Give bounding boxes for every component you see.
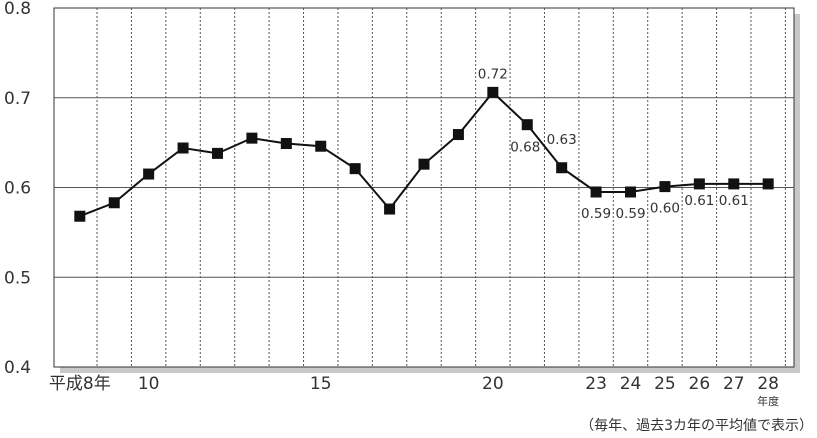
x-axis-unit-label: 年度 (757, 394, 779, 408)
y-tick-label: 0.7 (4, 89, 31, 109)
data-label: 0.61 (719, 193, 749, 209)
horizontal-grid (54, 97, 794, 278)
data-point (590, 186, 602, 198)
data-point (693, 178, 705, 190)
data-point (659, 181, 671, 193)
x-axis-ticks: 平成8年 10 15 20 23 24 25 26 27 28 (49, 374, 779, 394)
data-label: 0.59 (581, 206, 611, 222)
y-tick-label: 0.8 (4, 0, 31, 19)
y-axis-ticks: 0.4 0.5 0.6 0.7 0.8 (4, 0, 31, 378)
x-tick-label: 23 (585, 374, 607, 394)
data-point (280, 138, 292, 150)
data-point (762, 178, 774, 190)
y-tick-label: 0.6 (4, 179, 31, 199)
x-tick-label: 28 (757, 374, 779, 394)
data-point (556, 162, 568, 174)
data-point (108, 197, 120, 209)
y-tick-label: 0.4 (4, 358, 31, 378)
data-label: 0.59 (615, 206, 645, 222)
data-point (521, 119, 533, 131)
data-label: 0.68 (510, 140, 540, 156)
y-tick-label: 0.5 (4, 268, 31, 288)
data-labels: 0.720.68 0.630.59 0.59 0.60 0.61 0.61 (478, 66, 749, 222)
series-markers (74, 86, 774, 222)
data-point (384, 203, 396, 215)
data-point (211, 147, 223, 159)
x-tick-label: 27 (723, 374, 745, 394)
data-point (728, 178, 740, 190)
data-point (246, 132, 258, 144)
data-point (349, 163, 361, 175)
data-point (625, 186, 637, 198)
footnote: （毎年、過去3カ年の平均値で表示） (580, 418, 813, 434)
data-label: 0.60 (650, 201, 680, 217)
data-label: 0.72 (478, 66, 508, 82)
data-point (487, 86, 499, 98)
x-tick-label: 20 (482, 374, 504, 394)
x-tick-label: 24 (620, 374, 642, 394)
x-tick-label: 15 (310, 374, 332, 394)
data-point (143, 168, 155, 180)
x-tick-label: 平成8年 (49, 374, 111, 394)
data-point (418, 158, 430, 170)
x-tick-label: 26 (689, 374, 711, 394)
data-label: 0.63 (547, 132, 577, 148)
x-tick-label: 10 (138, 374, 160, 394)
data-point (177, 142, 189, 154)
data-point (74, 210, 86, 222)
data-point (452, 129, 464, 141)
x-tick-label: 25 (654, 374, 676, 394)
data-point (315, 140, 327, 152)
data-label: 0.61 (684, 193, 714, 209)
